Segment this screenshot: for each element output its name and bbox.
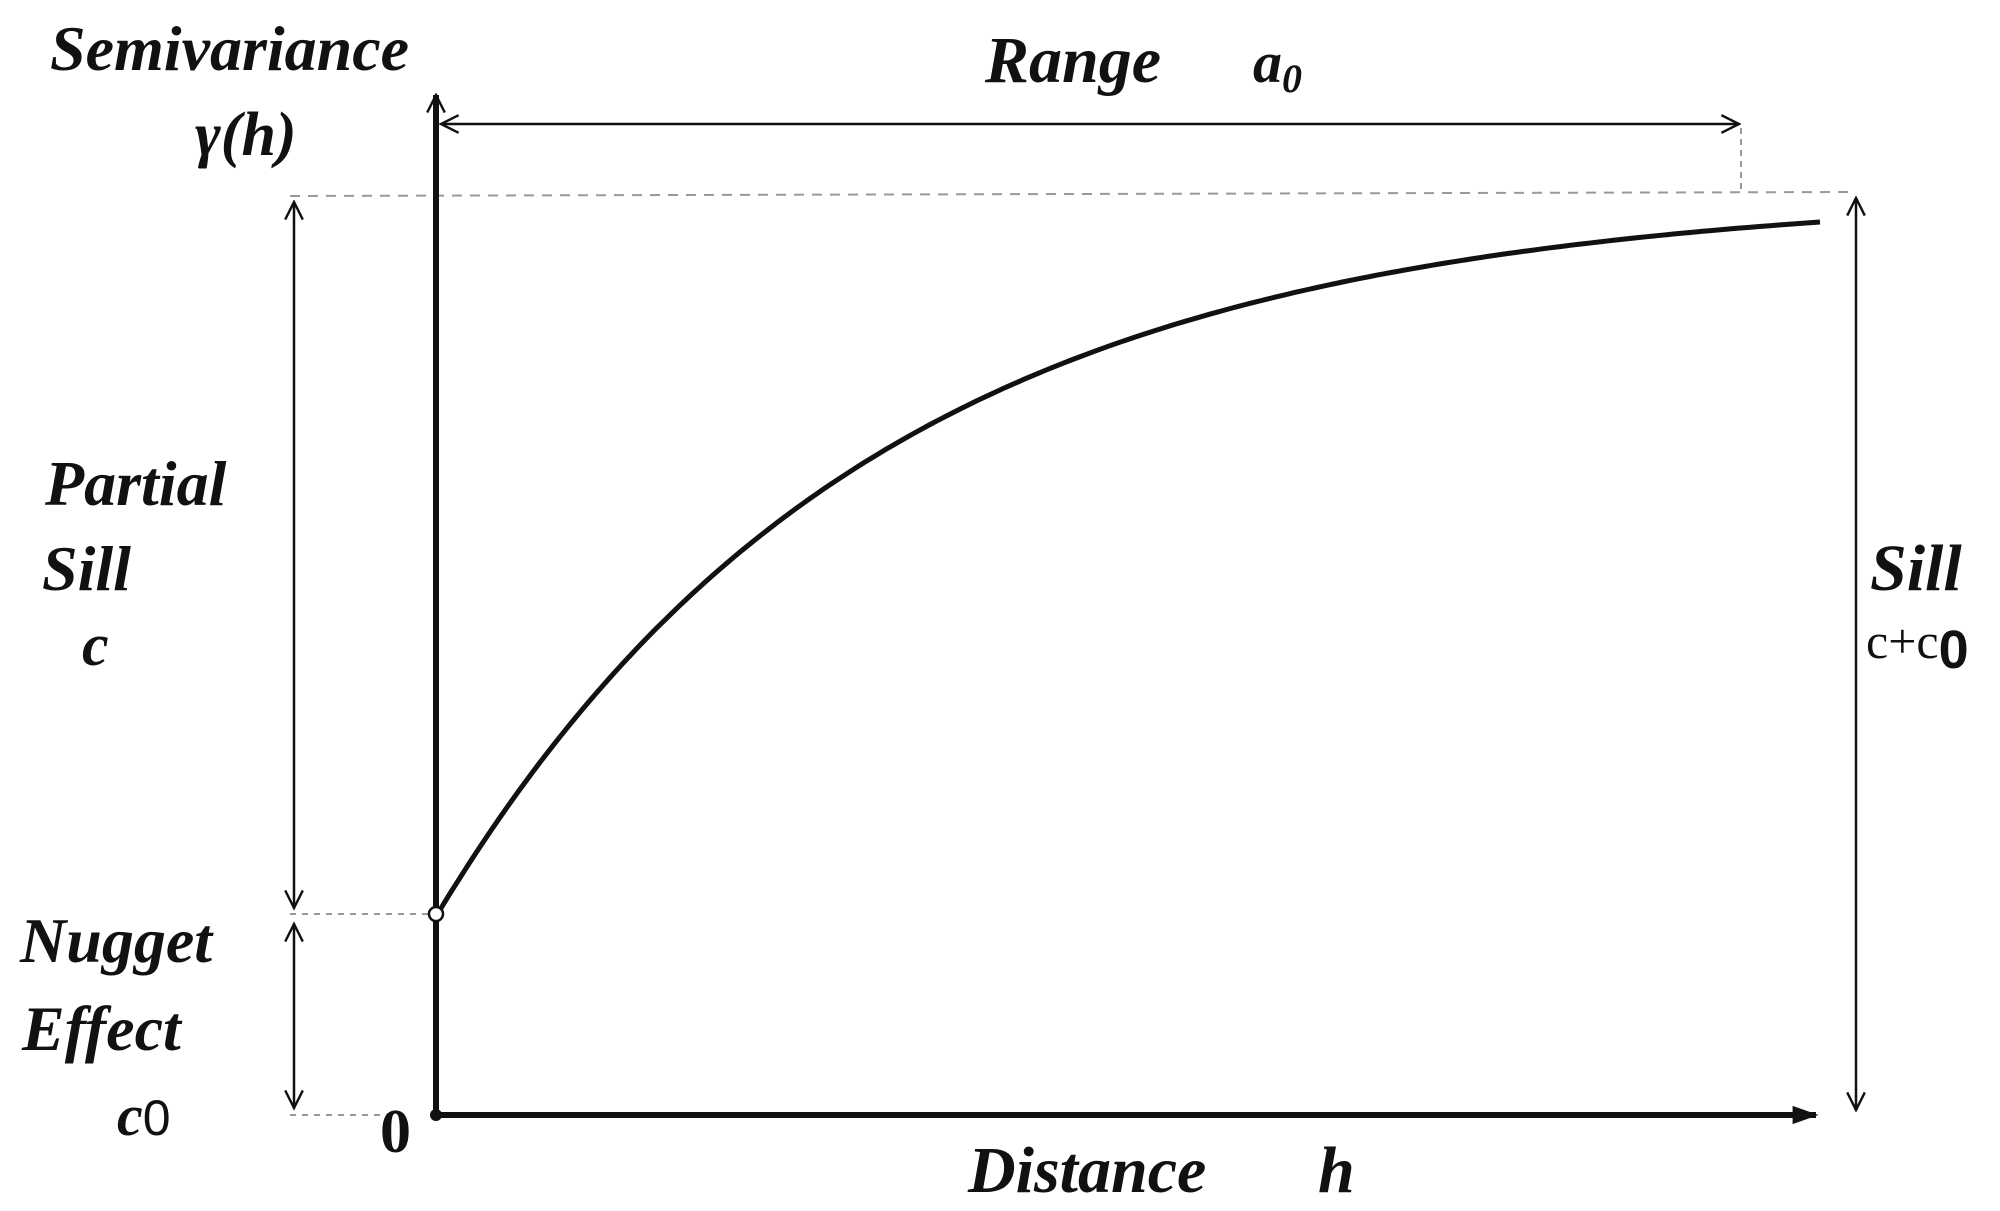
nugget-subscript: 0 <box>143 1090 171 1146</box>
nugget-label-line2: Effect <box>21 993 183 1064</box>
nugget-symbol: c0 <box>117 1083 171 1148</box>
origin-label: 0 <box>380 1098 411 1166</box>
y-axis-label: Semivariance <box>50 13 409 84</box>
partial-sill-label-line1: Partial <box>44 448 227 519</box>
sill-symbol: c+c0 <box>1866 613 1969 680</box>
sill-subscript: 0 <box>1939 620 1969 680</box>
sill-label: Sill <box>1870 532 1962 605</box>
nugget-label-line1: Nugget <box>19 905 214 976</box>
range-label: Range <box>984 24 1161 97</box>
range-subscript: 0 <box>1282 56 1302 101</box>
range-symbol: a0 <box>1253 30 1302 101</box>
semivariogram-curve <box>433 219 1821 918</box>
partial-sill-symbol: c <box>82 612 109 678</box>
sill-guide-line <box>289 191 1851 197</box>
x-axis-symbol: h <box>1318 1134 1355 1207</box>
nugget-point <box>427 905 445 923</box>
origin-dot <box>430 1109 442 1121</box>
x-axis-label: Distance <box>967 1134 1206 1207</box>
y-axis-symbol: γ(h) <box>195 101 297 169</box>
partial-sill-label-line2: Sill <box>42 533 131 604</box>
